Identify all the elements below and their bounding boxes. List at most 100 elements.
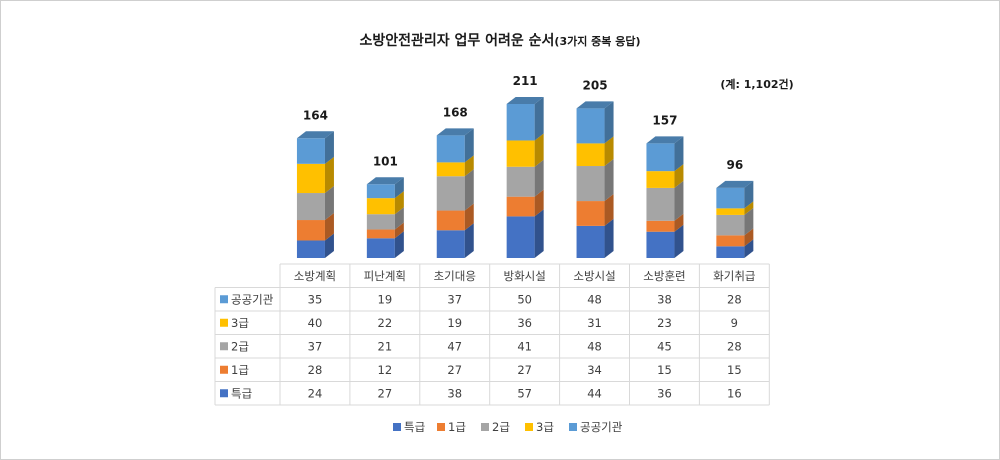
legend-item: 1급 (437, 420, 466, 434)
legend-key (220, 342, 228, 351)
bar-total-label: 168 (443, 105, 468, 119)
table-cell: 27 (378, 386, 393, 400)
chart-title-main: 소방안전관리자 업무 어려운 순서 (359, 32, 554, 49)
legend-swatch (393, 423, 401, 431)
table-cell: 27 (447, 363, 462, 377)
table-cell: 22 (378, 316, 393, 330)
table-cell: 44 (587, 386, 602, 400)
bar-segment (506, 159, 544, 197)
bar-segment (716, 207, 754, 236)
table-cell: 31 (587, 316, 602, 330)
legend-swatch (481, 423, 489, 431)
bar-segment (366, 231, 404, 258)
bar-segment (646, 213, 684, 232)
bar-segment (436, 169, 474, 211)
table-row: 1급 28 12 27 27 34 15 15 (220, 363, 742, 377)
chart-title: 소방안전관리자 업무 어려운 순서(3가지 중복 응답) (359, 32, 640, 49)
table-cell: 21 (378, 339, 393, 353)
table-header: 화기취급 (713, 269, 755, 283)
bar-segment (506, 209, 544, 258)
table-cell: 37 (308, 339, 323, 353)
bar-segment (296, 156, 334, 194)
table-cell: 15 (727, 363, 742, 377)
bar-segment (646, 224, 684, 258)
table-header: 소방계획 (294, 269, 336, 283)
table-header: 피난계획 (364, 269, 406, 283)
legend-item: 3급 (525, 420, 554, 434)
table-cell: 36 (517, 316, 532, 330)
table-cell: 9 (731, 316, 738, 330)
legend-label: 3급 (536, 420, 554, 434)
bar-group: 164 101 168 211 205 157 96 (296, 74, 754, 258)
bar-segment (296, 186, 334, 221)
table-header: 소방시설 (573, 269, 615, 283)
bar-segment (576, 136, 614, 167)
legend-item: 특급 (393, 420, 425, 434)
table-cell: 34 (587, 363, 602, 377)
legend-swatch (525, 423, 533, 431)
table-cell: 24 (308, 386, 323, 400)
table-header: 방화시설 (503, 269, 545, 283)
table-cell: 28 (727, 339, 742, 353)
legend-label: 특급 (404, 420, 425, 434)
table-cell: 37 (447, 292, 462, 306)
bar-segment (506, 133, 544, 167)
legend-label: 2급 (492, 420, 510, 434)
bar-segment (506, 96, 544, 141)
row-label: 공공기관 (231, 292, 274, 306)
table-cell: 15 (657, 363, 672, 377)
legend-item: 공공기관 (569, 420, 623, 434)
bar-segment (646, 180, 684, 221)
bar-segment (436, 128, 474, 163)
table-row: 공공기관 35 19 37 50 48 38 28 (220, 292, 742, 306)
bar-segment (436, 155, 474, 177)
bar-segment (436, 203, 474, 231)
table-cell: 47 (447, 339, 462, 353)
bar-total-label: 211 (513, 74, 538, 88)
table-cell: 16 (727, 386, 742, 400)
table-header: 소방훈련 (643, 269, 685, 283)
bar-segment (366, 222, 404, 239)
table-cell: 23 (657, 316, 672, 330)
table-cell: 50 (517, 292, 532, 306)
legend-label: 1급 (448, 420, 466, 434)
row-label: 2급 (231, 339, 249, 353)
bar-segment (716, 228, 754, 247)
table-cell: 12 (378, 363, 393, 377)
table-cell: 40 (308, 316, 323, 330)
table-cell: 36 (657, 386, 672, 400)
bar-segment (366, 191, 404, 215)
bar-segment (576, 159, 614, 202)
bar-segment (716, 239, 754, 258)
legend: 특급 1급 2급 3급 공공기관 (393, 420, 623, 434)
table-cell: 38 (657, 292, 672, 306)
legend-key (220, 318, 228, 327)
bar-segment (716, 201, 754, 215)
legend-item: 2급 (481, 420, 510, 434)
table-cell: 28 (727, 292, 742, 306)
bar-segment (436, 223, 474, 258)
bar-segment (506, 189, 544, 217)
bar-total-label: 205 (583, 78, 608, 92)
table-row: 2급 37 21 47 41 48 45 28 (220, 339, 742, 353)
bar-total-label: 157 (652, 113, 677, 127)
table-cell: 35 (308, 292, 323, 306)
bar-segment (296, 213, 334, 241)
row-label: 특급 (231, 386, 252, 400)
bar-segment (576, 218, 614, 258)
bar-segment (296, 233, 334, 258)
legend-swatch (569, 423, 577, 431)
bar-total-label: 96 (726, 158, 743, 172)
bar-segment (366, 177, 404, 199)
table-cell: 38 (447, 386, 462, 400)
table-cell: 41 (517, 339, 532, 353)
table-header: 초기대응 (434, 269, 476, 283)
total-note: (계: 1,102건) (720, 77, 793, 91)
bar-total-label: 101 (373, 154, 398, 168)
legend-swatch (437, 423, 445, 431)
bar-segment (576, 194, 614, 226)
chart-title-sub: (3가지 중복 응답) (554, 34, 640, 48)
